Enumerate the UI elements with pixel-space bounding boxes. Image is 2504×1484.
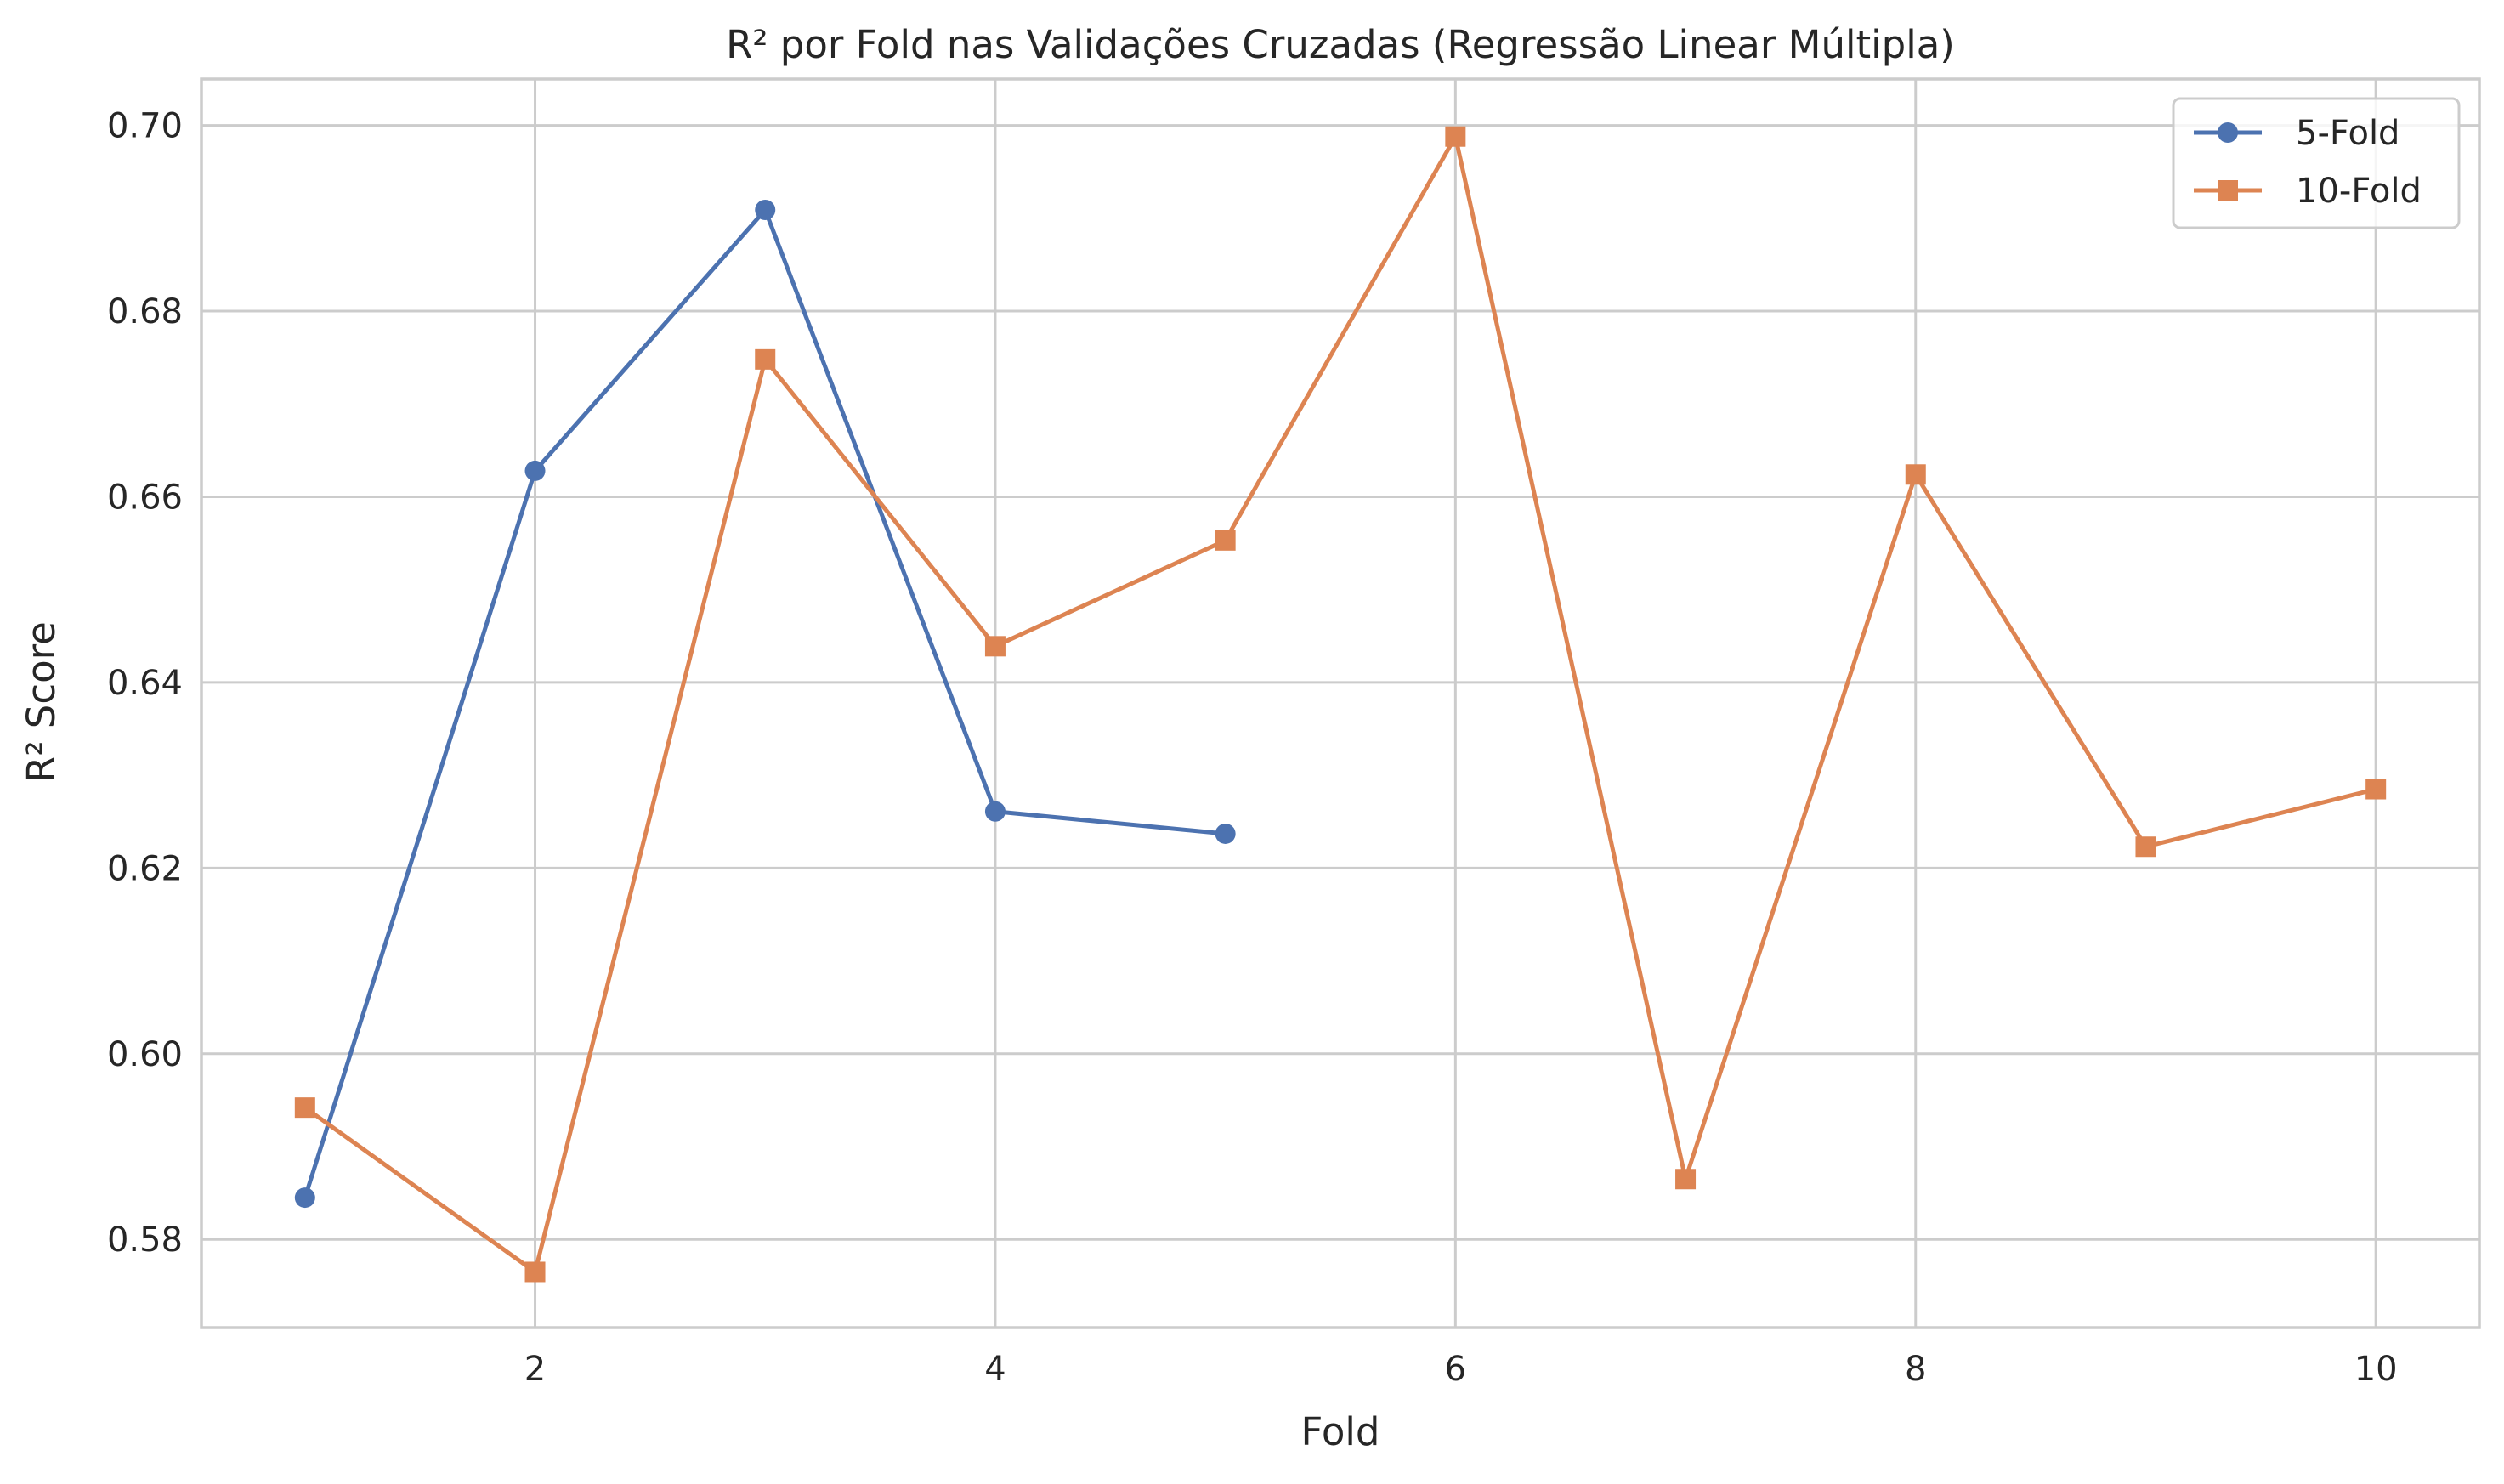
y-axis-label: R² Score <box>19 621 64 783</box>
series-layer <box>294 126 2387 1283</box>
data-point <box>2135 836 2156 858</box>
x-tick-label: 2 <box>524 1350 546 1389</box>
grid <box>201 79 2479 1328</box>
y-tick-label: 0.70 <box>107 107 183 146</box>
legend-item-10-fold: 10-Fold <box>2194 172 2422 211</box>
y-tick-label: 0.68 <box>107 292 183 331</box>
data-point <box>1905 464 1926 485</box>
legend-marker <box>2218 122 2238 143</box>
data-point <box>1215 530 1236 551</box>
series-10-fold <box>294 126 2387 1283</box>
data-point <box>294 1097 315 1119</box>
y-tick-label: 0.66 <box>107 478 183 517</box>
x-tick-label: 8 <box>1905 1350 1926 1389</box>
legend-label: 10-Fold <box>2296 172 2422 211</box>
axes-frame <box>200 77 2481 1329</box>
series-5-fold <box>294 199 1236 1209</box>
legend-label: 5-Fold <box>2296 114 2399 153</box>
x-tick-label: 4 <box>984 1350 1006 1389</box>
y-tick-label: 0.58 <box>107 1221 183 1260</box>
x-axis-label: Fold <box>1301 1409 1380 1454</box>
legend: 5-Fold 10-Fold <box>2172 97 2461 229</box>
series-line-10-fold <box>303 134 2378 1274</box>
data-point <box>524 1261 546 1283</box>
x-tick-label: 10 <box>2354 1350 2398 1389</box>
data-point <box>755 348 776 370</box>
data-point <box>1215 823 1236 844</box>
data-point <box>1445 126 1466 147</box>
legend-marker <box>2218 180 2238 201</box>
data-point <box>294 1187 315 1209</box>
y-tick-label: 0.62 <box>107 849 183 888</box>
tick-labels: 2 4 6 8 10 0.58 0.60 0.62 0.64 0.66 0.68 0.70 <box>107 107 2398 1389</box>
y-tick-label: 0.60 <box>107 1035 183 1074</box>
legend-item-5-fold: 5-Fold <box>2194 114 2399 153</box>
y-tick-label: 0.64 <box>107 664 183 703</box>
data-point <box>1675 1169 1697 1190</box>
data-point <box>984 636 1006 657</box>
x-tick-label: 6 <box>1445 1350 1466 1389</box>
data-point <box>755 199 776 220</box>
data-point <box>984 801 1006 822</box>
data-point <box>2365 779 2387 800</box>
data-point <box>524 460 546 481</box>
chart-title: R² por Fold nas Validações Cruzadas (Reg… <box>726 22 1955 67</box>
